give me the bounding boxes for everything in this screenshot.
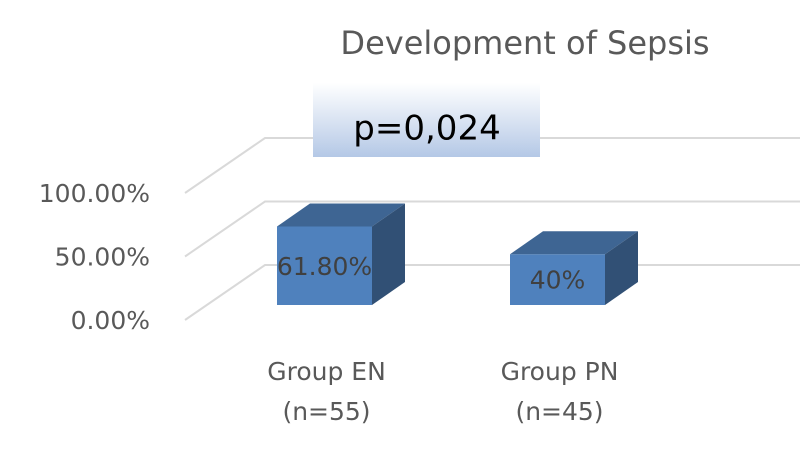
bar-front (510, 254, 605, 305)
annotation-box (313, 83, 540, 157)
bar-top (510, 231, 638, 255)
annotation: p=0,024 (353, 109, 500, 149)
grid-line (184, 137, 800, 194)
grid-line (184, 200, 800, 258)
bar (510, 231, 638, 305)
y-tick-label: 50.00% (55, 243, 150, 272)
bar-side (372, 203, 405, 305)
x-tick-label: Group PN (n=45) (500, 357, 619, 426)
bar-top (277, 203, 405, 227)
value-label: 40% (530, 266, 586, 295)
y-tick-label: 100.00% (39, 179, 150, 208)
x-tick-label: Group EN (n=55) (267, 357, 386, 426)
y-tick-label: 0.00% (71, 306, 150, 335)
bar (277, 203, 405, 305)
bar-front (277, 226, 372, 305)
bar-side (605, 231, 638, 305)
chart-title: Development of Sepsis (340, 24, 709, 62)
value-label: 61.80% (277, 252, 372, 281)
